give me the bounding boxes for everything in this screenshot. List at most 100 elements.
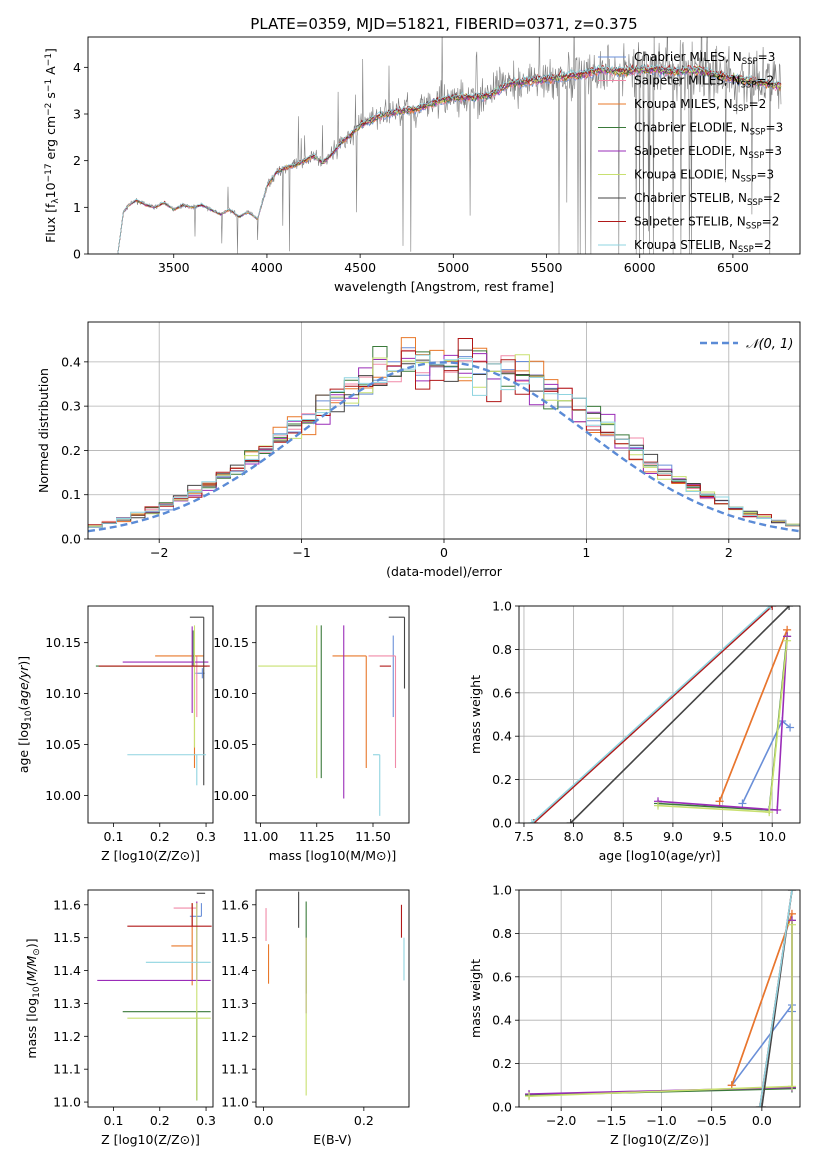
weight-series [525, 916, 796, 1098]
weight-series [527, 606, 775, 823]
x-axis-label: Z [log10(Z/Z⊙)] [101, 848, 200, 863]
y-tick-label: 11.4 [53, 963, 81, 978]
x-tick-label: 8.0 [564, 829, 584, 844]
plot-frame [518, 889, 801, 1108]
weight-line [528, 920, 793, 1096]
y-tick-label: 2 [73, 153, 81, 168]
x-tick-label: −1 [292, 545, 310, 560]
weight-series [755, 890, 796, 1107]
age_vs_mass-axes: 11.00 11.25 11.50 10.00 10.05 10.10 10.15 mass … [213, 635, 396, 863]
y-axis-label: mass weight [468, 959, 483, 1038]
y-tick-label: 10.05 [213, 737, 249, 752]
data-point [127, 754, 207, 786]
y-tick-label: 0.8 [492, 642, 512, 657]
data-point [171, 903, 193, 986]
y-tick-label: 10.10 [213, 686, 249, 701]
weight-series [525, 920, 796, 1101]
data-point [189, 903, 202, 917]
legend-entry: Kroupa MILES, NSSP=2 [634, 97, 766, 114]
spectrum-axes: 3500 4000 4500 5000 5500 6000 6500 0 1 2 3 4 wavelen… [43, 48, 749, 294]
data-point [373, 754, 381, 816]
x-tick-label: 6000 [624, 260, 656, 275]
y-tick-label: 11.1 [221, 1062, 249, 1077]
y-tick-label: 0.0 [492, 1100, 512, 1115]
x-axis-label: E(B-V) [313, 1132, 352, 1147]
y-tick-label: 11.2 [53, 1029, 81, 1044]
y-tick-label: 10.05 [45, 737, 81, 752]
plot-frame [87, 36, 801, 255]
x-tick-label: 0.1 [104, 829, 124, 844]
legend-entry: Salpeter STELIB, NSSP=2 [634, 215, 779, 232]
model-line [117, 63, 782, 254]
x-tick-label: 0.2 [150, 829, 170, 844]
x-tick-label: 11.25 [299, 829, 335, 844]
x-tick-label: 7.5 [514, 829, 534, 844]
y-tick-label: 11.6 [221, 897, 249, 912]
y-tick-label: 0.6 [492, 969, 512, 984]
age_vs_Z-axes: 0.1 0.2 0.3 10.00 10.05 10.10 10.15 Z [log10(Z/… [16, 635, 216, 863]
x-tick-label: −2 [150, 545, 168, 560]
x-tick-label: −0.5 [697, 1113, 727, 1128]
y-tick-label: 11.3 [53, 996, 81, 1011]
weight-line [570, 606, 790, 823]
x-tick-label: 0.2 [150, 1113, 170, 1128]
x-tick-label: 0.1 [104, 1113, 124, 1128]
legend-entry: Chabrier STELIB, NSSP=2 [634, 191, 781, 208]
x-tick-label: 9.5 [713, 829, 733, 844]
y-tick-label: 0.2 [492, 772, 512, 787]
x-tick-label: −1.5 [596, 1113, 626, 1128]
legend-entry: Salpeter ELODIE, NSSP=3 [634, 144, 782, 161]
weight-series [566, 606, 794, 823]
x-tick-label: 0 [440, 545, 448, 560]
y-tick-label: 1.0 [492, 599, 512, 614]
y-tick-label: 11.0 [221, 1095, 249, 1110]
y-tick-label: 0 [73, 247, 81, 262]
figure-title: PLATE=0359, MJD=51821, FIBERID=0371, z=0… [250, 15, 637, 33]
mass_vs_EBV-axes: 0.0 0.2 11.0 11.1 11.2 11.3 11.4 11.5 11.6 E(B-V) [221, 897, 374, 1147]
weight-line [533, 606, 773, 823]
x-tick-label: −1.0 [646, 1113, 676, 1128]
x-tick-label: 3500 [158, 260, 190, 275]
histogram-step [88, 338, 800, 526]
y-tick-label: 11.3 [221, 996, 249, 1011]
x-tick-label: 9.0 [663, 829, 683, 844]
y-tick-label: 11.2 [221, 1029, 249, 1044]
plot-frame [518, 605, 801, 824]
data-point [97, 901, 211, 981]
model-line [117, 66, 782, 254]
y-tick-label: 0.4 [61, 354, 81, 369]
x-axis-label: Z [log10(Z/Z⊙)] [610, 1132, 709, 1147]
x-tick-label: 4000 [251, 260, 283, 275]
y-tick-label: 0.8 [492, 926, 512, 941]
x-tick-label: 5500 [531, 260, 563, 275]
y-tick-label: 1 [73, 200, 81, 215]
data-point [189, 616, 205, 786]
y-tick-label: 11.4 [221, 963, 249, 978]
y-tick-label: 10.15 [45, 635, 81, 650]
y-tick-label: 10.00 [45, 788, 81, 803]
data-point [332, 655, 367, 768]
weight-series [525, 916, 796, 1100]
plot-frame [87, 605, 214, 824]
weight-line [741, 719, 791, 804]
y-tick-label: 0.0 [492, 816, 512, 831]
x-tick-label: 2 [725, 545, 733, 560]
legend-entry: Kroupa STELIB, NSSP=2 [634, 238, 772, 255]
x-tick-label: 1 [582, 545, 590, 560]
y-tick-label: 0.2 [492, 1056, 512, 1071]
plot-frame [87, 321, 801, 540]
data-point [95, 630, 207, 667]
plot-frame [87, 889, 214, 1108]
y-tick-label: 11.0 [53, 1095, 81, 1110]
data-point [122, 1011, 211, 1101]
legend-entry: Chabrier MILES, NSSP=3 [634, 50, 775, 67]
x-tick-label: 5000 [437, 260, 469, 275]
x-tick-label: 4500 [344, 260, 376, 275]
y-tick-label: 11.5 [53, 930, 81, 945]
x-axis-label: (data-model)/error [386, 564, 503, 579]
x-tick-label: −2.0 [546, 1113, 576, 1128]
y-tick-label: 0.0 [61, 532, 81, 547]
legend-entry: 𝒩(0, 1) [746, 337, 793, 352]
data-point [368, 655, 397, 768]
data-point [99, 625, 207, 748]
